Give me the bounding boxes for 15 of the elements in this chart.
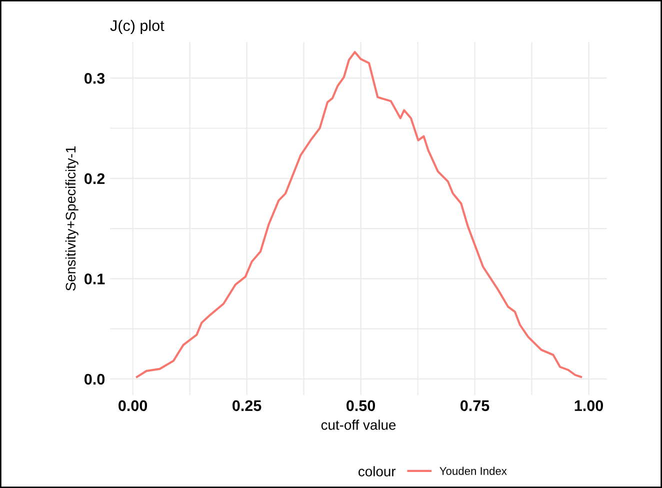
y-tick-label: 0.2 xyxy=(84,173,105,184)
legend-label: Youden Index xyxy=(440,466,507,475)
x-axis-title: cut-off value xyxy=(321,420,396,430)
y-axis-title: Sensitivity+Specificity-1 xyxy=(65,146,78,291)
x-tick-label: 0.75 xyxy=(460,400,490,412)
legend-title: colour xyxy=(358,466,396,476)
line-series xyxy=(136,50,582,378)
y-tick-label: 0.1 xyxy=(84,274,105,284)
x-tick-label: 0.50 xyxy=(346,400,376,412)
x-tick-label: 0.25 xyxy=(232,400,262,412)
x-tick-label: 0.00 xyxy=(118,400,148,412)
y-tick-label: 0.0 xyxy=(84,374,105,385)
y-tick-label: 0.3 xyxy=(84,72,105,84)
x-tick-label: 1.00 xyxy=(574,400,604,412)
chart-title: J(c) plot xyxy=(110,20,164,34)
